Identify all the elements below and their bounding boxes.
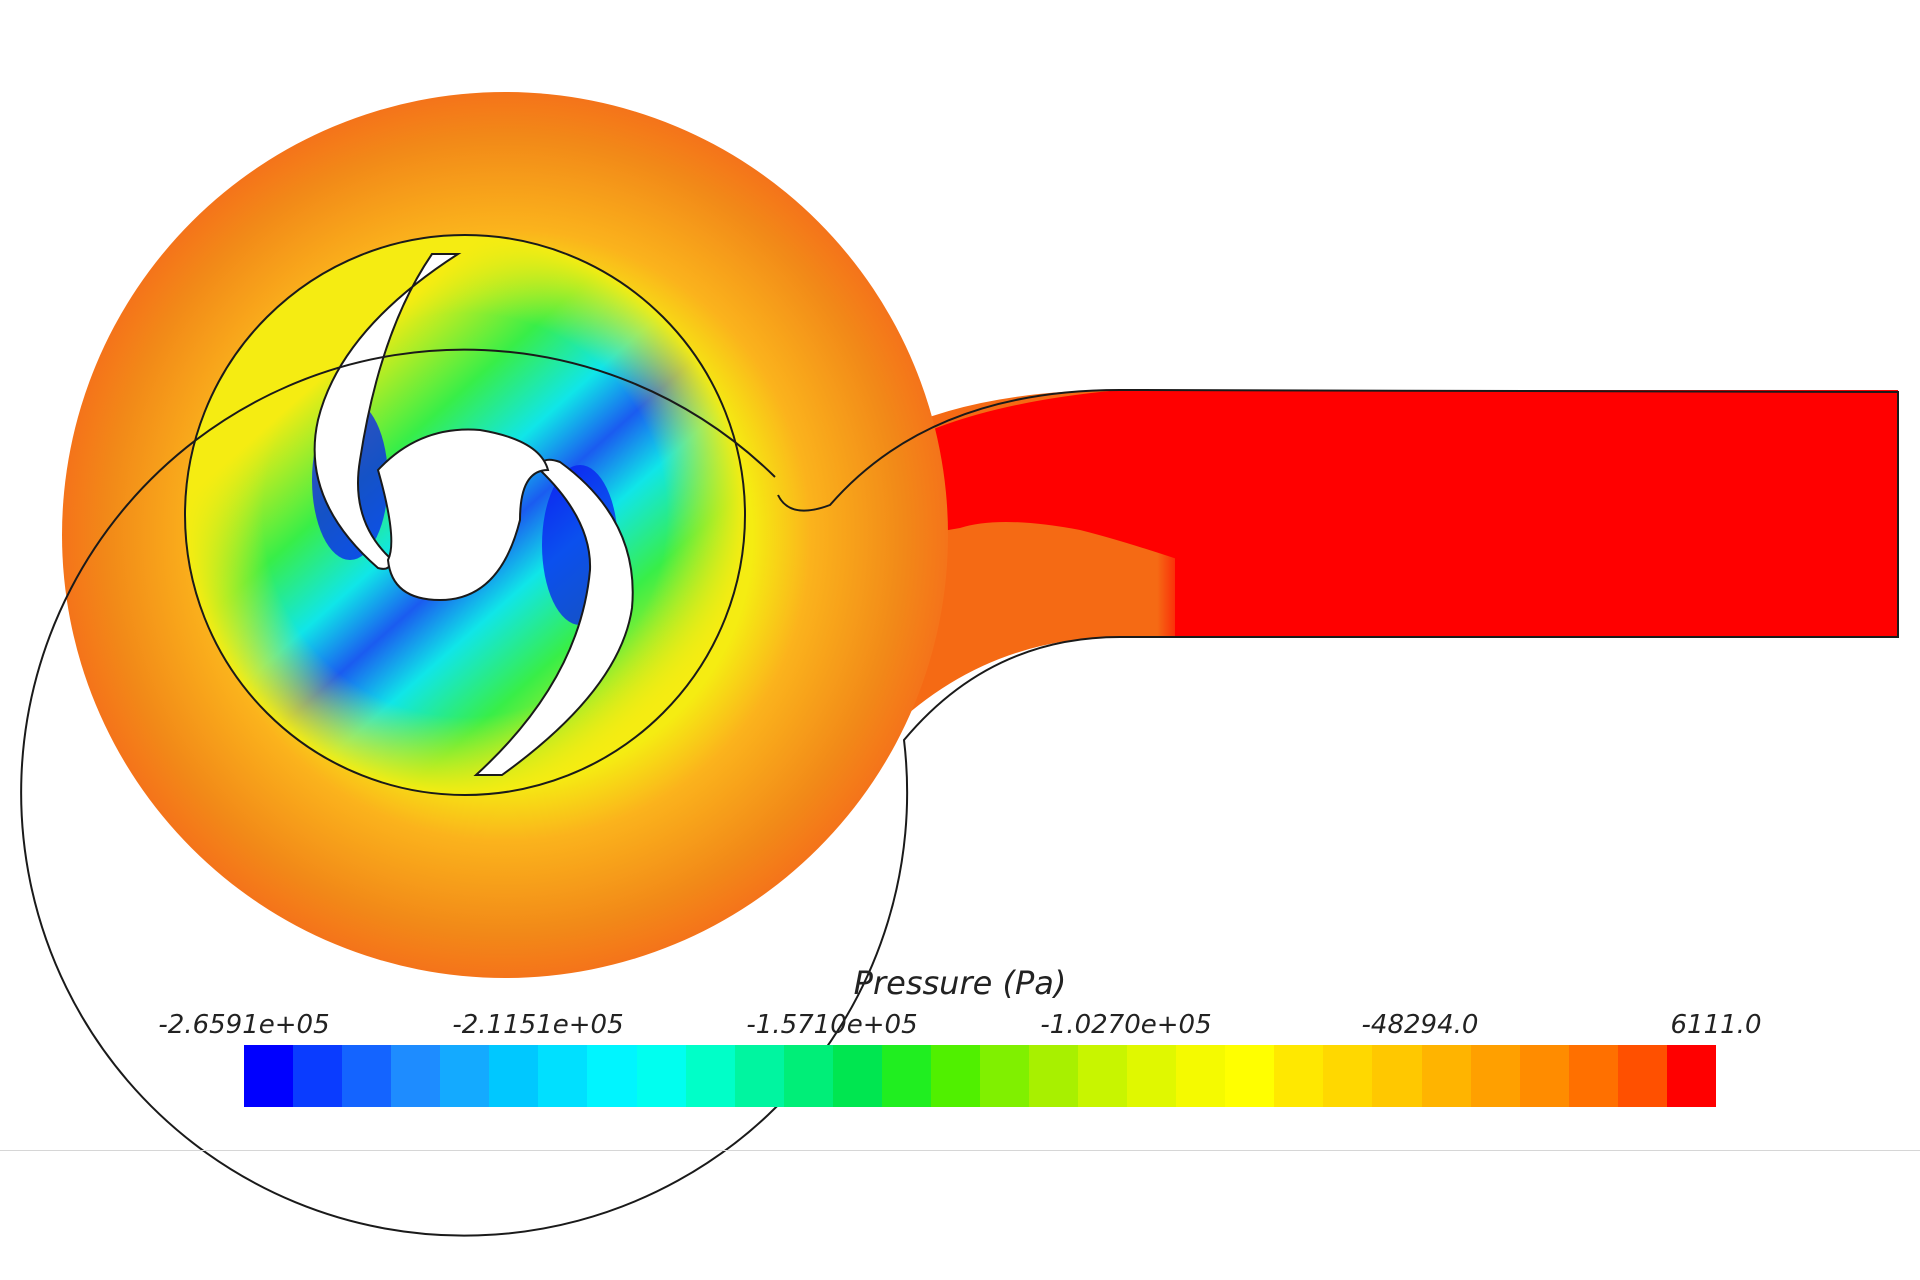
colorbar-band — [1470, 1045, 1520, 1107]
colorbar-band — [881, 1045, 931, 1107]
impeller-blade-upper — [313, 253, 462, 570]
colorbar-band — [1029, 1045, 1079, 1107]
colorbar-tick-label: -1.5710e+05 — [746, 1010, 918, 1040]
colorbar-band — [342, 1045, 392, 1107]
colorbar-band — [832, 1045, 882, 1107]
colorbar-band — [1421, 1045, 1471, 1107]
colorbar-band — [1323, 1045, 1373, 1107]
colorbar-tick-label: -1.0270e+05 — [1040, 1010, 1212, 1040]
colorbar-band — [685, 1045, 735, 1107]
outlet-pipe-red — [1175, 390, 1898, 637]
impeller-interface-ring — [184, 234, 746, 796]
colorbar-band — [1274, 1045, 1324, 1107]
colorbar-band — [538, 1045, 588, 1107]
colorbar-tick-label: -2.6591e+05 — [158, 1010, 330, 1040]
bottom-divider — [0, 1150, 1920, 1151]
legend-title: Pressure (Pa) — [853, 964, 1067, 1002]
colorbar-tick-label: -2.1151e+05 — [452, 1010, 624, 1040]
colorbar-band — [1568, 1045, 1618, 1107]
colorbar-tick-label: 6111.0 — [1670, 1010, 1762, 1040]
impeller-hub — [376, 428, 550, 602]
colorbar-band — [1176, 1045, 1226, 1107]
colorbar-band — [244, 1045, 294, 1107]
colorbar-band — [1225, 1045, 1275, 1107]
colorbar-band — [783, 1045, 833, 1107]
colorbar-band — [489, 1045, 539, 1107]
colorbar-band — [587, 1045, 637, 1107]
colorbar-band — [1372, 1045, 1422, 1107]
colorbar-band — [440, 1045, 490, 1107]
colorbar-band — [1617, 1045, 1667, 1107]
colorbar-band — [979, 1045, 1029, 1107]
colorbar-band — [391, 1045, 441, 1107]
colorbar-band — [1519, 1045, 1569, 1107]
colorbar-band — [930, 1045, 980, 1107]
colorbar-band — [293, 1045, 343, 1107]
colorbar-band — [1666, 1045, 1716, 1107]
colorbar-band — [1078, 1045, 1128, 1107]
impeller-blade-lower — [473, 458, 634, 776]
colorbar-tick-label: -48294.0 — [1361, 1010, 1479, 1040]
colorbar-band — [734, 1045, 784, 1107]
colorbar-band — [1127, 1045, 1177, 1107]
colorbar-band — [636, 1045, 686, 1107]
domain-outline — [20, 348, 1899, 1237]
colorbar — [244, 1045, 1716, 1107]
